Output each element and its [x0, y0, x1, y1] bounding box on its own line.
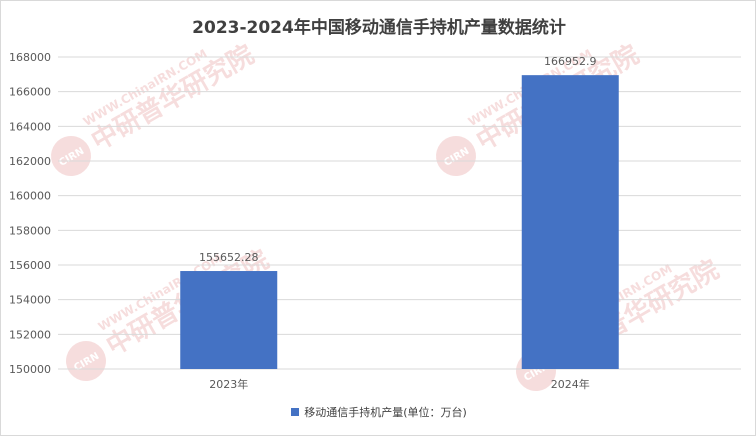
- y-tick-label: 152000: [9, 328, 51, 341]
- chart-title: 2023-2024年中国移动通信手持机产量数据统计: [192, 18, 566, 38]
- bar-layer: [180, 75, 619, 370]
- y-tick-label: 158000: [9, 224, 51, 237]
- label-layer: 155652.28 2023年 166952.9 2024年: [199, 55, 597, 391]
- y-tick-label: 154000: [9, 294, 51, 307]
- x-tick-label: 2023年: [209, 377, 248, 391]
- y-tick-label: 160000: [9, 190, 51, 203]
- data-label: 155652.28: [199, 251, 259, 264]
- watermark-badge: [51, 136, 91, 176]
- bar: [180, 271, 278, 369]
- legend-label: 移动通信手持机产量(单位：万台): [304, 406, 467, 419]
- legend: 移动通信手持机产量(单位：万台): [1, 404, 755, 420]
- grid-layer: 150000 152000 154000 156000 158000 160000 1620…: [9, 51, 741, 376]
- x-tick-label: 2024年: [551, 377, 590, 391]
- y-tick-label: 162000: [9, 155, 51, 168]
- watermark-badge: [66, 341, 106, 381]
- y-tick-label: 168000: [9, 51, 51, 64]
- watermark-layer: CIRN中研普华研究院WWW.ChinaIRN.COMCIRN中研普华研究院WW…: [51, 39, 724, 391]
- y-tick-label: 156000: [9, 259, 51, 272]
- y-tick-label: 150000: [9, 363, 51, 376]
- y-tick-label: 166000: [9, 86, 51, 99]
- y-tick-label: 164000: [9, 120, 51, 133]
- data-label: 166952.9: [544, 55, 597, 68]
- legend-swatch: [291, 408, 300, 416]
- watermark-badge: [436, 136, 476, 176]
- bar: [521, 75, 619, 370]
